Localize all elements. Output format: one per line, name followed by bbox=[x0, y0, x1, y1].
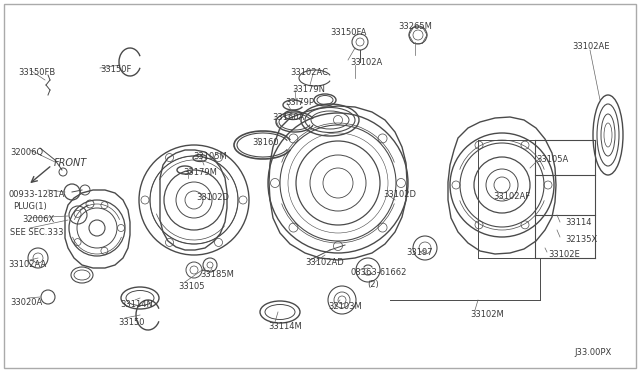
Text: 33102AF: 33102AF bbox=[493, 192, 530, 201]
Text: 33105: 33105 bbox=[178, 282, 205, 291]
Text: FRONT: FRONT bbox=[54, 158, 87, 168]
Text: 33020A: 33020A bbox=[10, 298, 42, 307]
Text: 33I79P: 33I79P bbox=[285, 98, 314, 107]
Text: (2): (2) bbox=[367, 280, 379, 289]
Text: 32006X: 32006X bbox=[22, 215, 54, 224]
Text: 32103M: 32103M bbox=[328, 302, 362, 311]
Text: 33185M: 33185M bbox=[200, 270, 234, 279]
Text: 33102M: 33102M bbox=[470, 310, 504, 319]
Text: 33102AD: 33102AD bbox=[305, 258, 344, 267]
Text: 33265M: 33265M bbox=[398, 22, 432, 31]
Text: 33150F: 33150F bbox=[100, 65, 131, 74]
Text: 33160A: 33160A bbox=[272, 113, 305, 122]
Text: 32135X: 32135X bbox=[565, 235, 597, 244]
Text: 33114M: 33114M bbox=[268, 322, 301, 331]
Text: 33150FB: 33150FB bbox=[18, 68, 55, 77]
Text: 33102D: 33102D bbox=[196, 193, 229, 202]
Text: 33102AC: 33102AC bbox=[290, 68, 328, 77]
Text: 32006Q: 32006Q bbox=[10, 148, 43, 157]
Text: J33.00PX: J33.00PX bbox=[574, 348, 611, 357]
Text: 33114: 33114 bbox=[565, 218, 591, 227]
Text: 33150FA: 33150FA bbox=[330, 28, 366, 37]
Text: SEE SEC.333: SEE SEC.333 bbox=[10, 228, 63, 237]
Text: 33150: 33150 bbox=[118, 318, 145, 327]
Text: 33105A: 33105A bbox=[536, 155, 568, 164]
Text: 33102A: 33102A bbox=[350, 58, 382, 67]
Text: 33179M: 33179M bbox=[183, 168, 217, 177]
Text: 08363-61662: 08363-61662 bbox=[351, 268, 408, 277]
Text: 33179N: 33179N bbox=[292, 85, 325, 94]
Text: 00933-1281A: 00933-1281A bbox=[8, 190, 65, 199]
Text: 33102D: 33102D bbox=[383, 190, 416, 199]
Text: 33102AE: 33102AE bbox=[572, 42, 609, 51]
Text: 33105M: 33105M bbox=[193, 152, 227, 161]
Text: 33160: 33160 bbox=[252, 138, 278, 147]
Text: 33102AA: 33102AA bbox=[8, 260, 46, 269]
Text: 33102E: 33102E bbox=[548, 250, 580, 259]
Text: 33197: 33197 bbox=[406, 248, 433, 257]
Text: PLUG(1): PLUG(1) bbox=[13, 202, 47, 211]
Text: 33114N: 33114N bbox=[120, 300, 153, 309]
